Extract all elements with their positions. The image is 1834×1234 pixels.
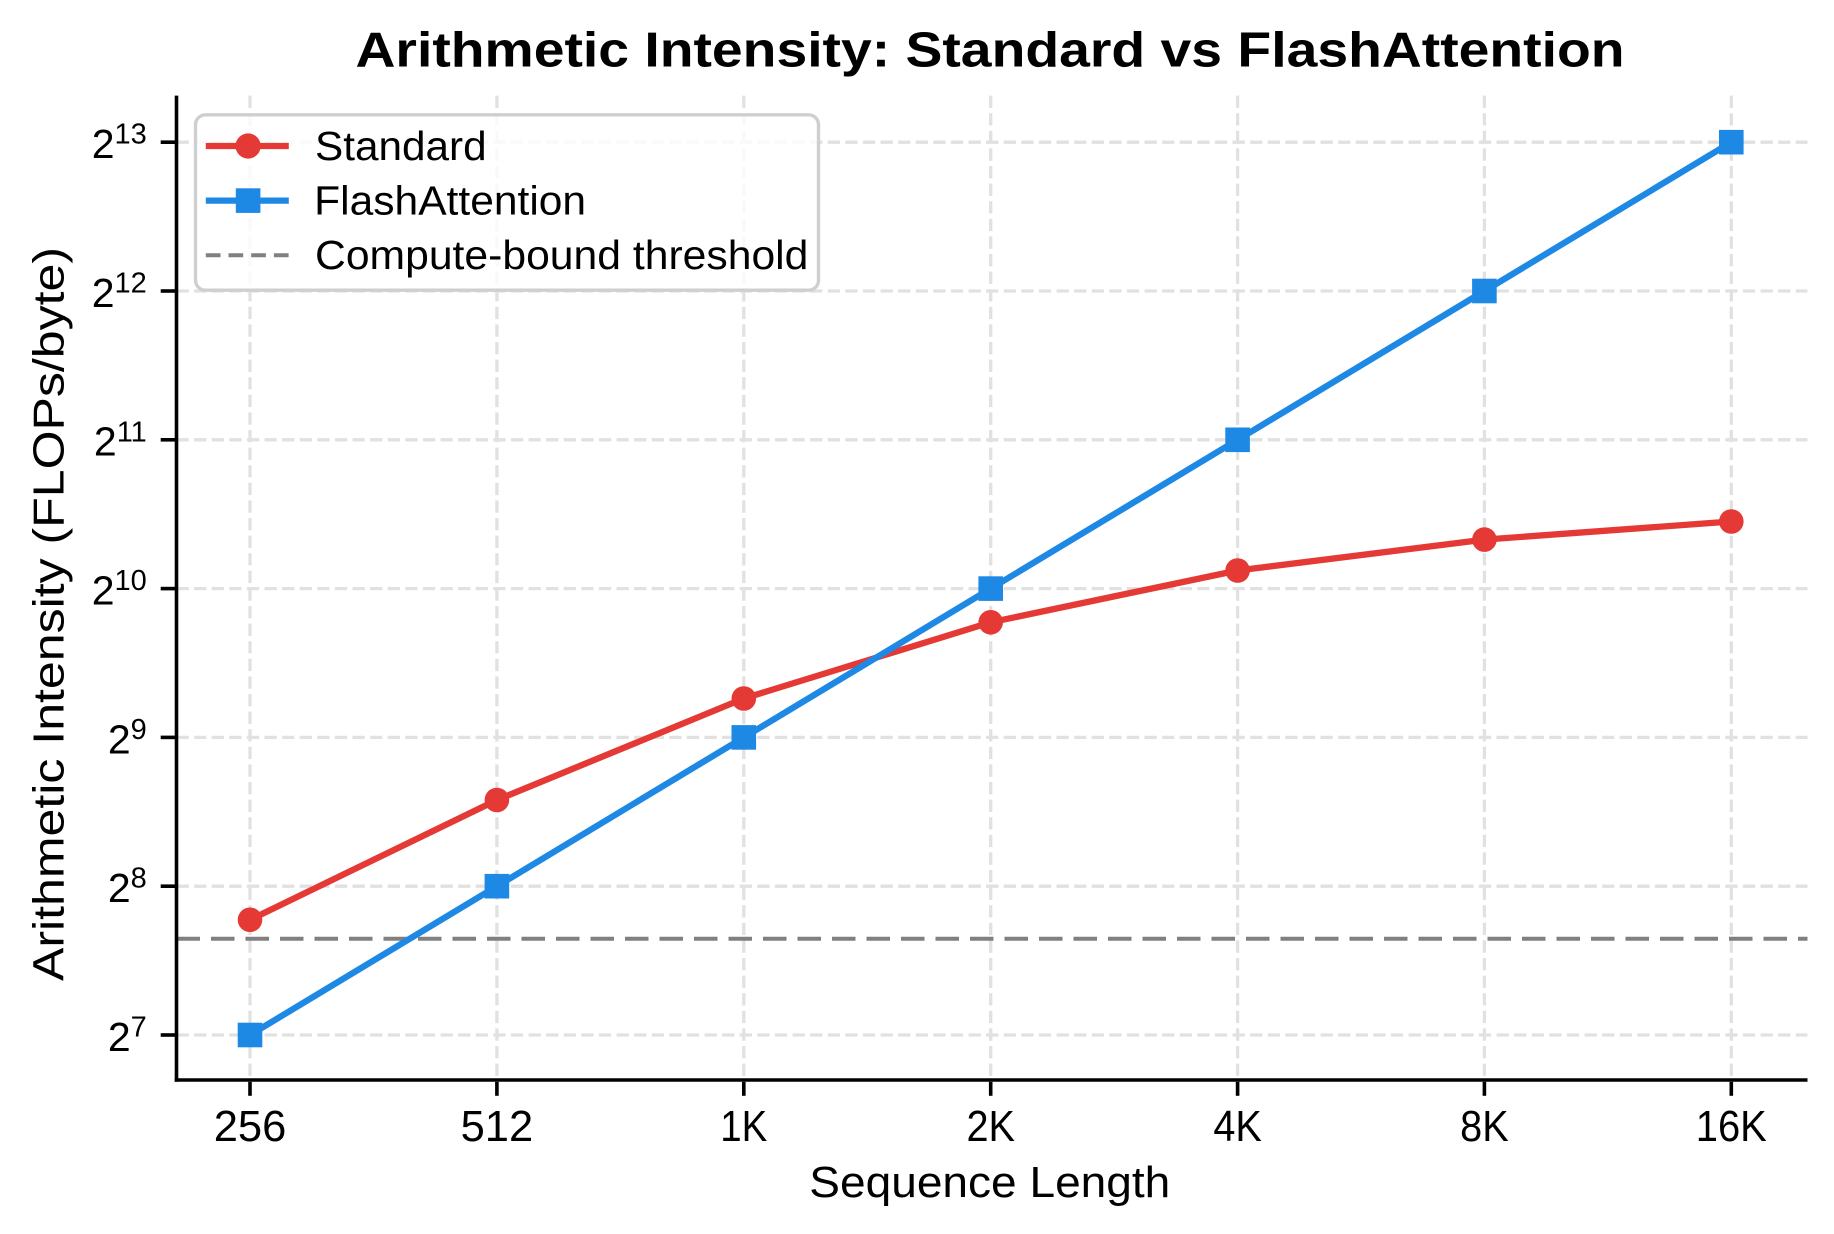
- svg-text:256: 256: [214, 1103, 287, 1151]
- svg-text:Standard: Standard: [315, 123, 487, 169]
- svg-text:16K: 16K: [1696, 1103, 1767, 1151]
- svg-text:512: 512: [461, 1103, 534, 1151]
- svg-text:2K: 2K: [966, 1103, 1015, 1151]
- svg-text:4K: 4K: [1213, 1103, 1262, 1151]
- svg-text:8K: 8K: [1460, 1103, 1509, 1151]
- svg-text:Arithmetic Intensity: Standard: Arithmetic Intensity: Standard vs FlashA…: [356, 23, 1625, 78]
- svg-text:FlashAttention: FlashAttention: [314, 178, 586, 224]
- svg-text:1K: 1K: [720, 1103, 767, 1151]
- svg-text:Sequence Length: Sequence Length: [809, 1158, 1170, 1207]
- svg-text:Arithmetic Intensity (FLOPs/by: Arithmetic Intensity (FLOPs/byte): [25, 247, 74, 981]
- svg-text:27: 27: [108, 1012, 147, 1060]
- svg-text:Compute-bound threshold: Compute-bound threshold: [315, 232, 808, 278]
